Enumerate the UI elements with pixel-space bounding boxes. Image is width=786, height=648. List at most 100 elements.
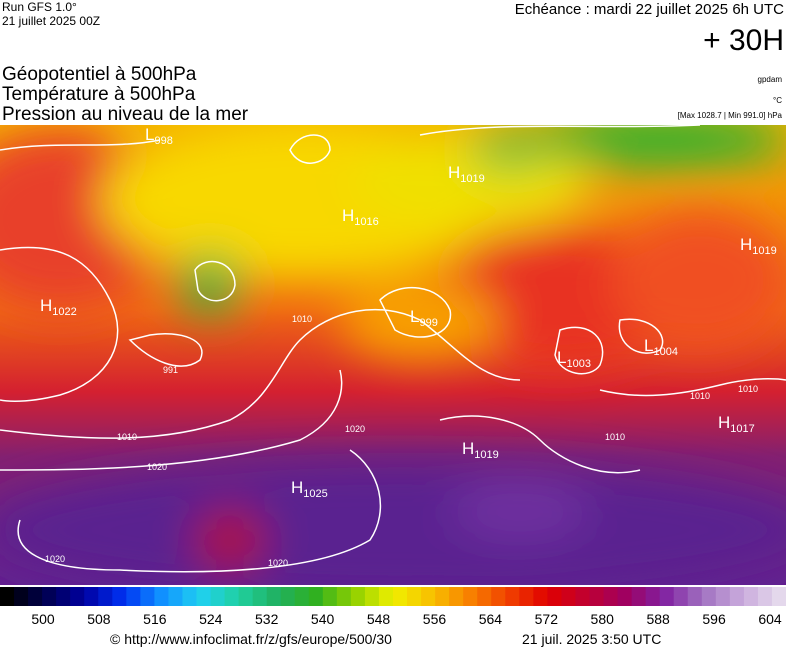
isobar-label: 1010	[605, 432, 625, 442]
color-swatch	[322, 587, 338, 606]
center-value: 1022	[52, 306, 76, 318]
color-swatch	[547, 587, 562, 606]
center-value: 998	[154, 135, 172, 147]
color-swatch	[154, 587, 169, 606]
color-swatch	[350, 587, 366, 606]
color-swatch	[252, 587, 268, 606]
isobar-label: 1010	[738, 384, 758, 394]
center-type: H	[342, 206, 354, 225]
center-value: 1019	[752, 245, 776, 257]
isobar-label: 1010	[690, 391, 710, 401]
center-type: H	[718, 413, 730, 432]
color-swatch	[28, 587, 43, 606]
scale-label: 564	[479, 611, 503, 627]
color-swatch	[589, 587, 605, 606]
center-value: 1003	[566, 358, 590, 370]
color-swatch	[126, 587, 141, 606]
color-swatch	[533, 587, 548, 606]
scale-label: 516	[143, 611, 167, 627]
center-value: 1017	[730, 423, 754, 435]
generated-time: 21 juil. 2025 3:50 UTC	[522, 631, 661, 647]
isobar-label: 1020	[45, 554, 65, 564]
pressure-center: H1025	[291, 478, 328, 500]
pressure-center: H1019	[462, 439, 499, 461]
title: Géopotentiel à 500hPa	[2, 64, 197, 85]
color-swatch	[98, 587, 113, 606]
run-date: 21 juillet 2025 00Z	[2, 14, 100, 28]
color-swatch	[561, 587, 576, 606]
color-swatch	[771, 587, 786, 606]
pressure-center: H1017	[718, 413, 755, 435]
unit: [Max 1028.7 | Min 991.0] hPa	[678, 111, 783, 120]
pressure-center: H1019	[740, 235, 777, 257]
color-swatch	[673, 587, 689, 606]
color-swatch	[224, 587, 240, 606]
title: Pression au niveau de la mer	[2, 104, 249, 125]
color-swatch	[617, 587, 633, 606]
pressure-center: L998	[145, 125, 173, 147]
color-swatch	[378, 587, 394, 606]
center-type: H	[740, 235, 752, 254]
title: Température à 500hPa	[2, 84, 196, 105]
pressure-center: L1004	[644, 336, 678, 358]
color-swatch	[407, 587, 422, 606]
center-type: L	[557, 348, 566, 367]
color-swatch	[477, 587, 492, 606]
source: © http://www.infoclimat.fr/z/gfs/europe/…	[110, 631, 392, 647]
color-swatch	[393, 587, 408, 606]
color-swatch	[757, 587, 773, 606]
color-swatch	[645, 587, 661, 606]
lead-time: + 30H	[703, 24, 784, 57]
color-swatch	[687, 587, 703, 606]
center-value: 1019	[474, 449, 498, 461]
center-value: 1025	[303, 488, 327, 500]
color-scale	[0, 587, 786, 606]
isobar-label: 1010	[117, 432, 137, 442]
isobar-label: 1020	[268, 558, 288, 568]
isobar-label: 991	[163, 365, 178, 375]
color-swatch	[56, 587, 71, 606]
color-swatch	[743, 587, 759, 606]
scale-label: 604	[758, 611, 782, 627]
pressure-center: H1019	[448, 163, 485, 185]
color-swatch	[603, 587, 619, 606]
color-swatch	[659, 587, 675, 606]
center-type: L	[410, 307, 419, 326]
center-value: 1004	[653, 346, 677, 358]
isobar-label: 1020	[147, 462, 167, 472]
color-swatch	[435, 587, 450, 606]
center-type: H	[291, 478, 303, 497]
color-swatch	[491, 587, 506, 606]
color-swatch	[280, 587, 296, 606]
scale-label: 548	[367, 611, 391, 627]
unit: gpdam	[758, 75, 783, 84]
color-swatch	[196, 587, 212, 606]
pressure-center: H1016	[342, 206, 379, 228]
color-swatch	[701, 587, 717, 606]
scale-label: 572	[535, 611, 559, 627]
color-swatch	[631, 587, 647, 606]
color-swatch	[449, 587, 464, 606]
color-swatch	[238, 587, 254, 606]
center-value: 1016	[354, 216, 378, 228]
scale-label: 540	[311, 611, 335, 627]
forecast-time: Echéance : mardi 22 juillet 2025 6h UTC	[515, 1, 784, 18]
pressure-center: H1022	[40, 296, 77, 318]
color-swatch	[729, 587, 745, 606]
color-swatch	[42, 587, 57, 606]
scale-label: 596	[702, 611, 726, 627]
run-label: Run GFS 1.0°	[2, 0, 77, 14]
color-swatch	[421, 587, 436, 606]
center-type: H	[40, 296, 52, 315]
color-swatch	[140, 587, 155, 606]
map	[0, 125, 786, 585]
color-swatch	[14, 587, 29, 606]
pressure-center: L999	[410, 307, 438, 329]
color-swatch	[575, 587, 590, 606]
pressure-center: L1003	[557, 348, 591, 370]
color-swatch	[112, 587, 127, 606]
scale-label: 508	[87, 611, 111, 627]
color-swatch	[336, 587, 352, 606]
color-swatch	[266, 587, 282, 606]
